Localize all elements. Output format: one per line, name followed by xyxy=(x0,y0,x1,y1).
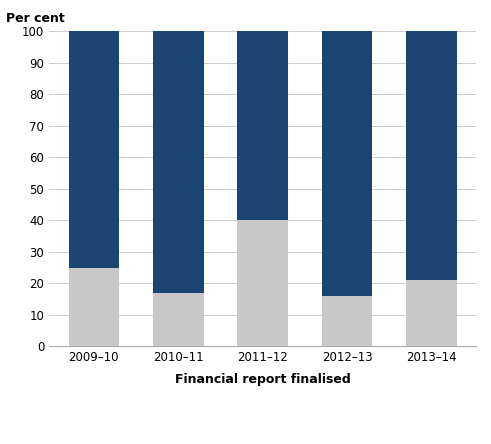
Bar xyxy=(153,293,204,346)
Text: Per cent: Per cent xyxy=(6,12,65,25)
Bar xyxy=(406,280,457,346)
Bar xyxy=(153,31,204,293)
Bar xyxy=(237,220,288,346)
Bar xyxy=(406,31,457,280)
Bar xyxy=(237,31,288,220)
Bar xyxy=(69,31,119,267)
Bar xyxy=(69,267,119,346)
Legend: Met, Not Met: Met, Not Met xyxy=(200,440,326,444)
Bar xyxy=(322,296,373,346)
X-axis label: Financial report finalised: Financial report finalised xyxy=(175,373,351,385)
Bar xyxy=(322,31,373,296)
